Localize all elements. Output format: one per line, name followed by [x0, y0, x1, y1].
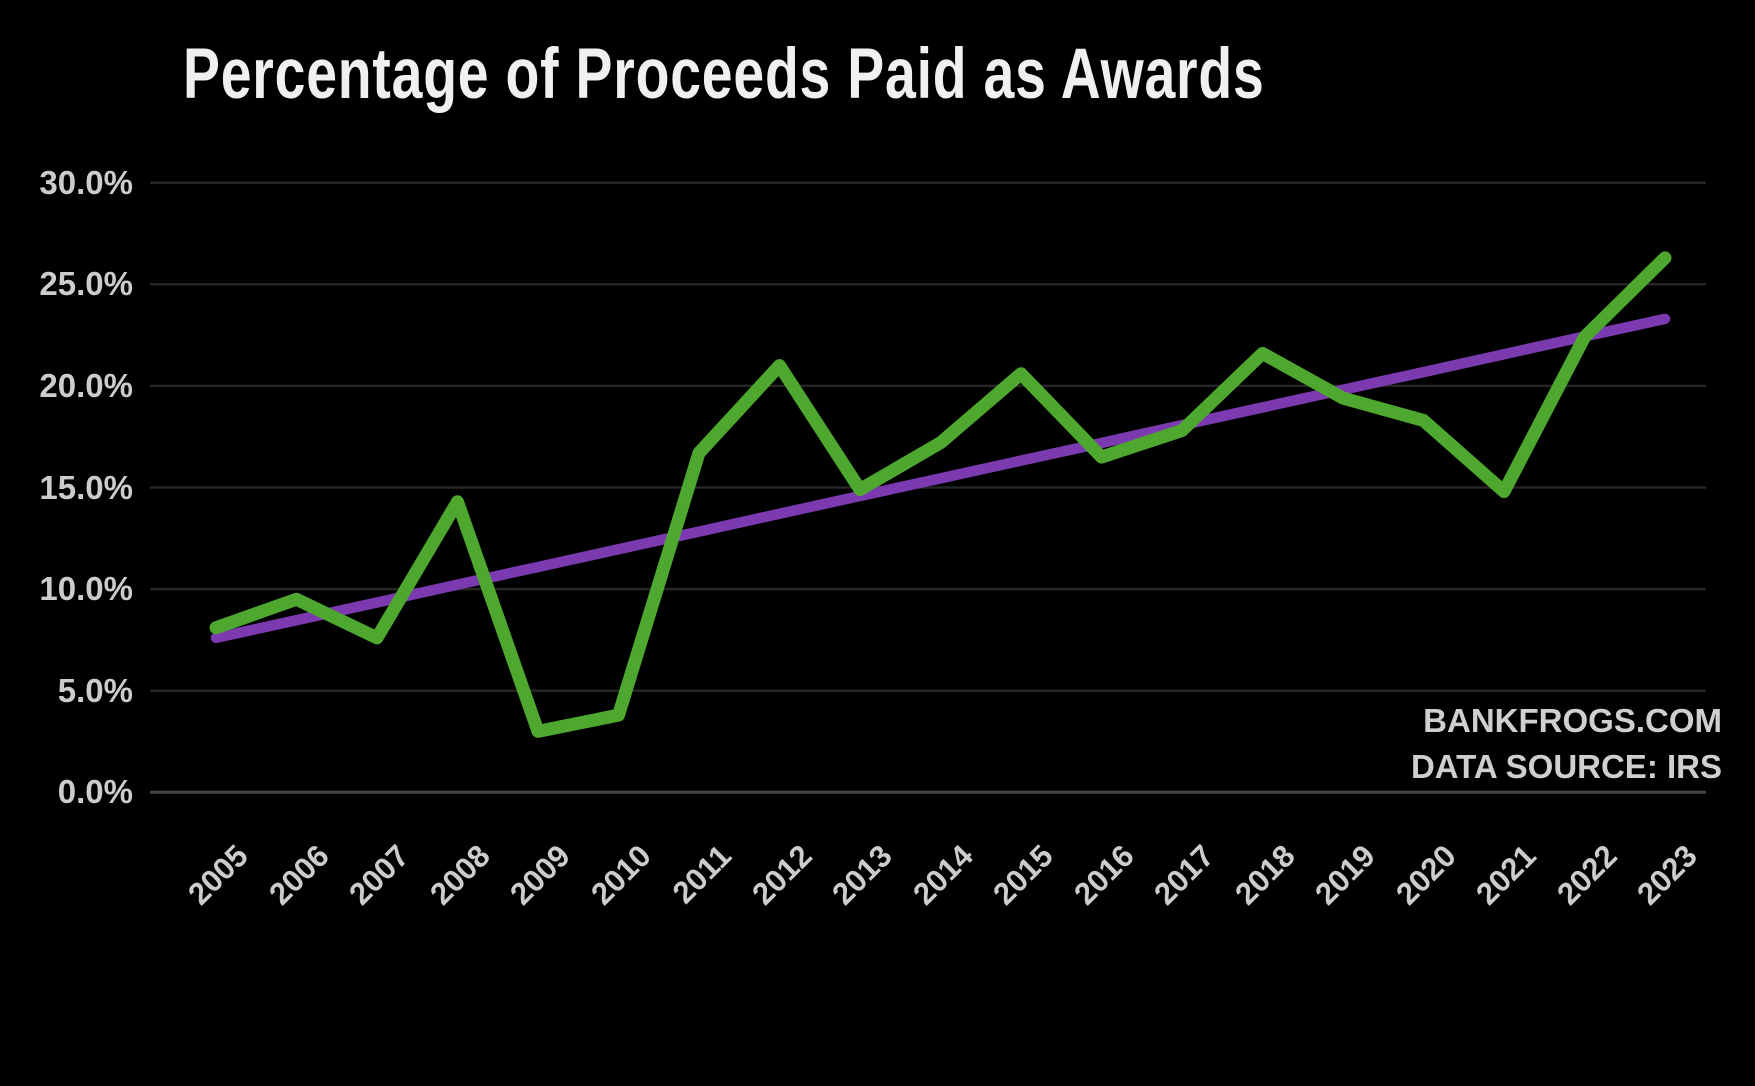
footer-source-label: DATA SOURCE: IRS — [1410, 748, 1722, 785]
footer-site-label: BANKFROGS.COM — [1423, 702, 1722, 739]
y-axis-tick-label: 20.0% — [39, 366, 133, 404]
y-axis-tick-label: 30.0% — [39, 163, 133, 201]
trend-line — [210, 313, 1671, 644]
awards-series-line — [209, 251, 1672, 738]
footer-annotation: BANKFROGS.COM DATA SOURCE: IRS — [1411, 698, 1722, 790]
y-axis-tick-label: 15.0% — [39, 468, 133, 506]
chart-title: Percentage of Proceeds Paid as Awards — [183, 35, 1265, 114]
y-axis-tick-label: 5.0% — [57, 671, 133, 709]
y-axis-tick-label: 10.0% — [39, 570, 133, 608]
y-axis-tick-label: 0.0% — [57, 773, 133, 811]
y-axis-tick-label: 25.0% — [39, 265, 133, 303]
